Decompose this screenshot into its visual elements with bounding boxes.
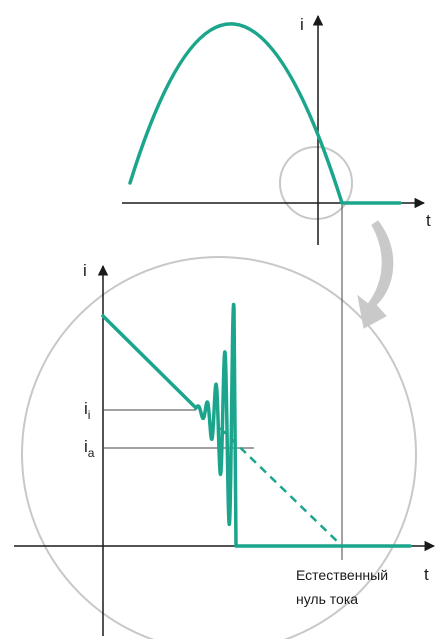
zoom-arrow-icon (357, 220, 394, 329)
top-x-axis-label: t (426, 211, 431, 230)
bottom-y-axis-label: i (83, 261, 87, 280)
bottom-x-axis-label: t (424, 565, 429, 584)
large-magnifier-circle (21, 256, 417, 639)
natural-zero-caption-line1: Естественный (296, 567, 389, 583)
ia-label-base: i (84, 437, 88, 456)
top-current-curve (128, 22, 402, 205)
ii-label-sub: i (87, 408, 91, 422)
ii-label: ii (84, 400, 90, 421)
small-magnifier-circle (279, 146, 353, 220)
top-y-axis-label: i (300, 15, 304, 34)
ii-label-base: i (84, 399, 88, 418)
natural-zero-caption-line2: нуль тока (296, 591, 359, 607)
ia-label-sub: a (87, 446, 95, 460)
extrapolated-current-line (219, 427, 343, 547)
oscillation-curve (194, 302, 238, 548)
ia-label: ia (84, 438, 94, 459)
bottom-current-line (101, 314, 198, 410)
